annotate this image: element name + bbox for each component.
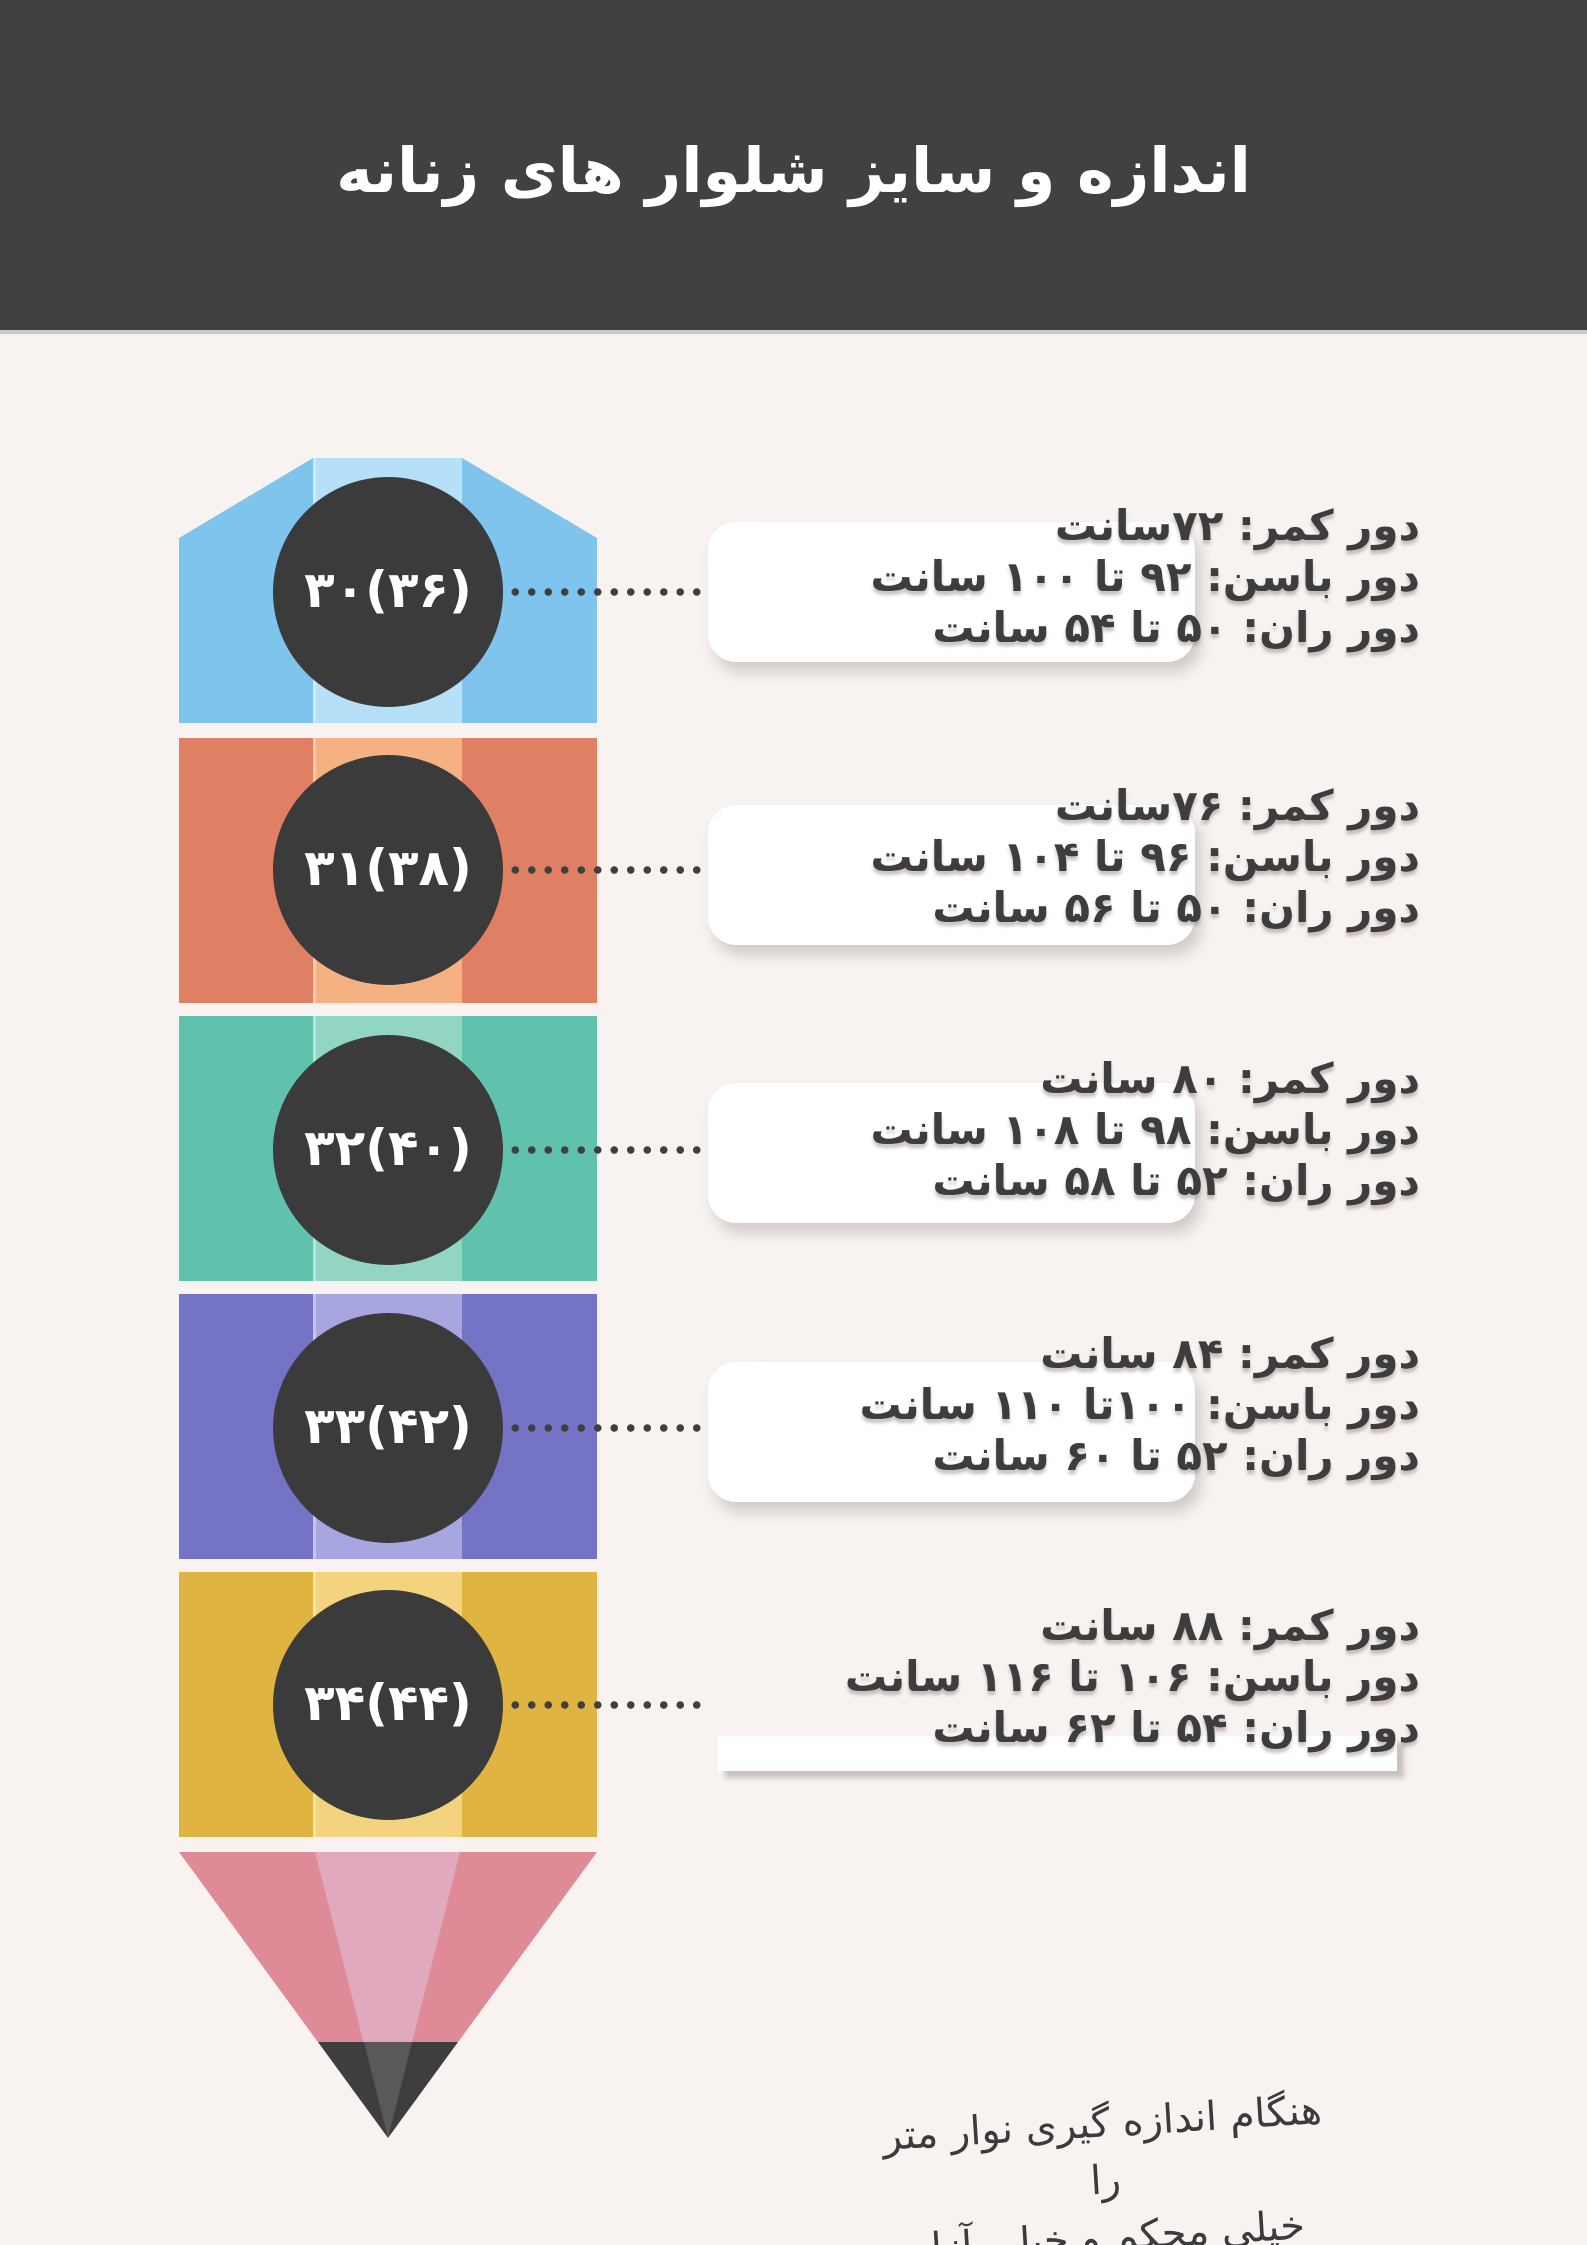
measurements-size-31: دور کمر: ۷۶سانت دور باسن: ۹۶ تا ۱۰۴ سانت…	[660, 780, 1420, 933]
size-badge-label: ۳۰(۳۶)	[304, 561, 472, 619]
waist-line: دور کمر: ۷۲سانت	[1054, 501, 1420, 550]
footer-note: هنگام اندازه گیری نوار متر را خیلی محکم …	[878, 2082, 1337, 2245]
size-badge-5: ۳۴(۴۴)	[273, 1590, 503, 1820]
size-badge-label: ۳۴(۴۴)	[304, 1674, 472, 1732]
size-badge-4: ۳۳(۴۲)	[273, 1313, 503, 1543]
size-badge-1: ۳۰(۳۶)	[273, 477, 503, 707]
dotted-connector-2	[507, 865, 705, 875]
page-title: اندازه و سایز شلوار های زنانه	[336, 133, 1251, 207]
pencil-tip	[179, 1852, 597, 2138]
pencil-tip-graphite-facet	[364, 2042, 412, 2138]
hip-line: دور باسن: ۹۶ تا ۱۰۴ سانت	[870, 832, 1420, 881]
measurements-size-30: دور کمر: ۷۲سانت دور باسن: ۹۲ تا ۱۰۰ سانت…	[660, 500, 1420, 653]
measurements-size-32: دور کمر: ۸۰ سانت دور باسن: ۹۸ تا ۱۰۸ سان…	[660, 1053, 1420, 1206]
dotted-connector-5	[507, 1700, 705, 1710]
thigh-line: دور ران: ۵۴ تا ۶۲ سانت	[932, 1703, 1420, 1752]
dotted-connector-4	[507, 1423, 705, 1433]
dotted-connector-1	[507, 587, 705, 597]
thigh-line: دور ران: ۵۲ تا ۵۸ سانت	[932, 1156, 1420, 1205]
hip-line: دور باسن: ۹۲ تا ۱۰۰ سانت	[870, 552, 1420, 601]
waist-line: دور کمر: ۸۸ سانت	[1040, 1601, 1420, 1650]
size-badge-label: ۳۳(۴۲)	[304, 1397, 472, 1455]
size-badge-3: ۳۲(۴۰)	[273, 1035, 503, 1265]
measurements-size-34: دور کمر: ۸۸ سانت دور باسن: ۱۰۶ تا ۱۱۶ سا…	[660, 1600, 1420, 1753]
hip-line: دور باسن: ۱۰۶ تا ۱۱۶ سانت	[844, 1652, 1420, 1701]
size-badge-label: ۳۱(۳۸)	[304, 839, 472, 897]
header-divider	[0, 330, 1587, 334]
hip-line: دور باسن: ۱۰۰تا ۱۱۰ سانت	[859, 1380, 1420, 1429]
pencil-tip-graphite	[318, 2042, 458, 2138]
info-card-3	[708, 1083, 1195, 1223]
thigh-line: دور ران: ۵۰ تا ۵۶ سانت	[932, 883, 1420, 932]
size-badge-2: ۳۱(۳۸)	[273, 755, 503, 985]
info-card-2	[708, 805, 1195, 945]
measurements-size-33: دور کمر: ۸۴ سانت دور باسن: ۱۰۰تا ۱۱۰ سان…	[660, 1328, 1420, 1481]
info-card-1	[708, 522, 1195, 662]
hip-line: دور باسن: ۹۸ تا ۱۰۸ سانت	[870, 1105, 1420, 1154]
info-card-5	[718, 1736, 1397, 1771]
waist-line: دور کمر: ۸۰ سانت	[1040, 1054, 1420, 1103]
waist-line: دور کمر: ۷۶سانت	[1054, 781, 1420, 830]
waist-line: دور کمر: ۸۴ سانت	[1040, 1329, 1420, 1378]
size-badge-label: ۳۲(۴۰)	[304, 1119, 472, 1177]
thigh-line: دور ران: ۵۲ تا ۶۰ سانت	[932, 1431, 1420, 1480]
info-card-4	[708, 1362, 1195, 1502]
dotted-connector-3	[507, 1145, 705, 1155]
thigh-line: دور ران: ۵۰ تا ۵۴ سانت	[932, 603, 1420, 652]
header-bar: اندازه و سایز شلوار های زنانه	[0, 0, 1587, 330]
